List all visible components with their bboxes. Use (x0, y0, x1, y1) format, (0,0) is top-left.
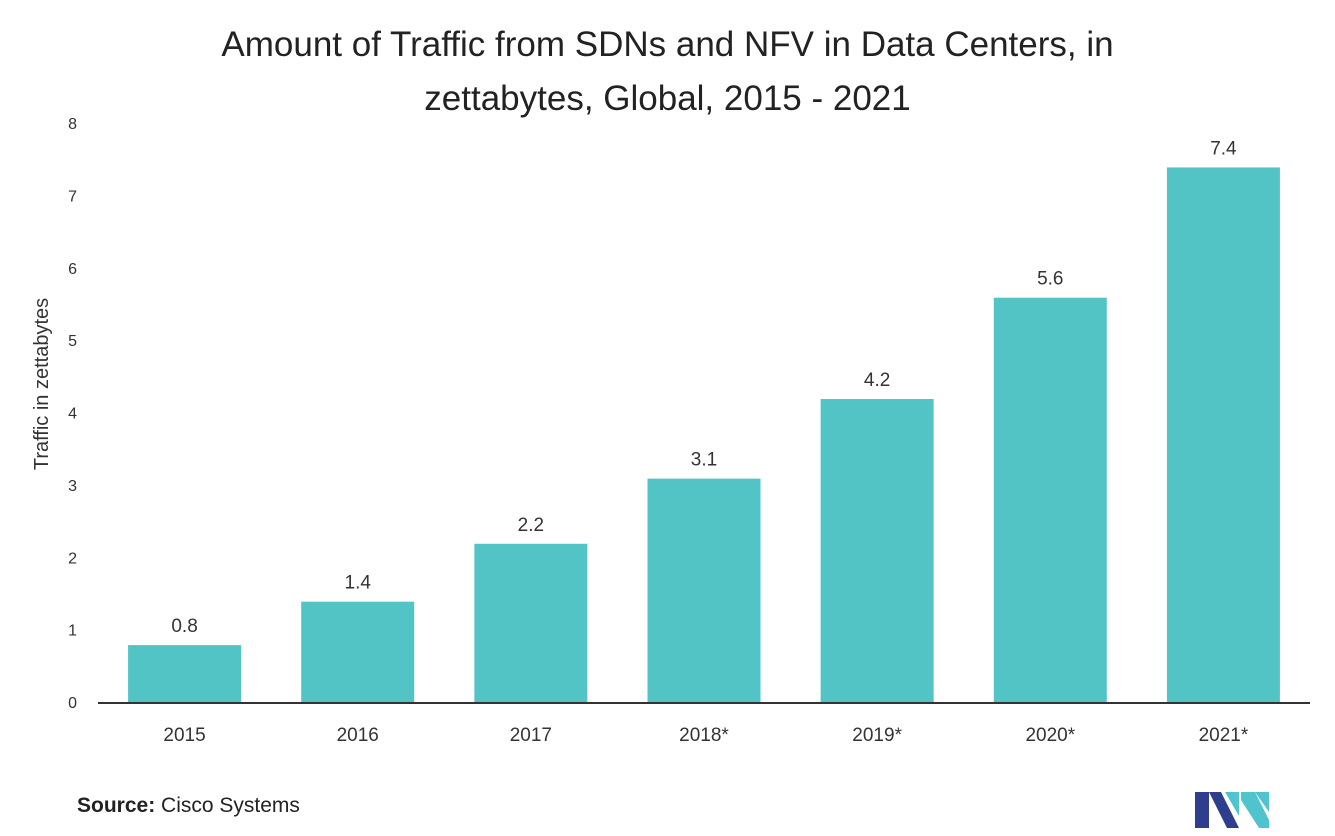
source-text: Cisco Systems (161, 794, 300, 817)
y-tick-label: 8 (68, 116, 77, 133)
y-tick-label: 6 (68, 261, 77, 278)
bar (474, 543, 588, 703)
source-label: Source: (77, 794, 156, 817)
x-tick-label: 2016 (337, 725, 379, 746)
y-tick-label: 3 (68, 478, 77, 495)
bars (128, 167, 1280, 704)
x-tick-label: 2018* (679, 725, 729, 746)
data-labels: 0.8 1.4 2.2 3.1 4.2 5.6 7.4 (171, 138, 1237, 637)
bar-value-label: 7.4 (1210, 138, 1237, 159)
bar-value-label: 3.1 (691, 450, 717, 471)
y-tick-label: 2 (68, 550, 77, 567)
bar-value-label: 4.2 (864, 370, 890, 391)
bar-value-label: 5.6 (1037, 269, 1063, 290)
y-axis-label: Traffic in zettabytes (31, 298, 53, 470)
x-tick-label: 2021* (1199, 725, 1249, 746)
y-tick-label: 0 (68, 695, 77, 712)
bar (647, 478, 761, 703)
x-tick-label: 2020* (1025, 725, 1075, 746)
y-tick-label: 1 (68, 623, 77, 640)
chart-title: Amount of Traffic from SDNs and NFV in D… (0, 18, 1335, 126)
bar (1166, 167, 1280, 704)
bar (993, 297, 1107, 703)
y-axis-ticks: 0 1 2 3 4 5 6 7 8 (68, 116, 77, 712)
y-tick-label: 7 (68, 188, 77, 205)
x-tick-label: 2015 (163, 725, 205, 746)
bar (301, 601, 415, 703)
bar-value-label: 1.4 (345, 573, 372, 594)
bar (820, 399, 934, 703)
x-axis-ticks: 2015 2016 2017 2018* 2019* 2020* 2021* (163, 725, 1248, 746)
y-tick-label: 5 (68, 333, 77, 350)
mordor-intelligence-logo-icon (1195, 792, 1269, 828)
bar-value-label: 2.2 (518, 515, 544, 536)
bar (128, 645, 242, 703)
source-note: Source: Cisco Systems (77, 794, 300, 818)
x-tick-label: 2019* (852, 725, 902, 746)
chart-title-line-1: Amount of Traffic from SDNs and NFV in D… (221, 25, 1114, 64)
chart-title-line-2: zettabytes, Global, 2015 - 2021 (424, 79, 911, 118)
x-tick-label: 2017 (510, 725, 552, 746)
y-tick-label: 4 (68, 406, 77, 423)
bar-value-label: 0.8 (171, 616, 197, 637)
